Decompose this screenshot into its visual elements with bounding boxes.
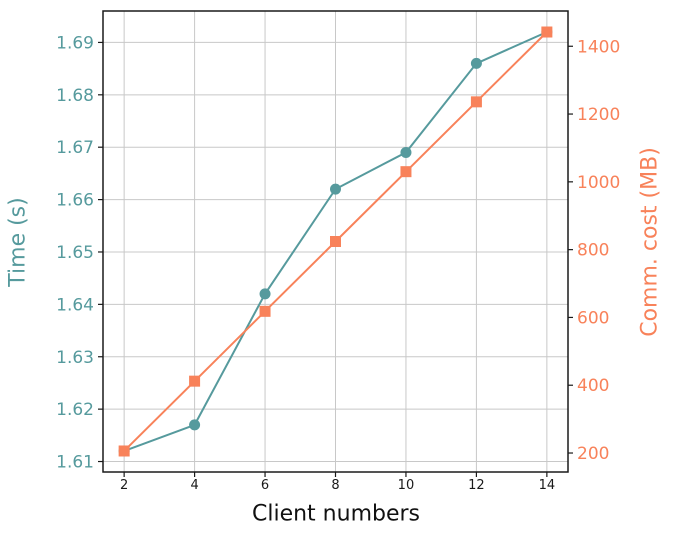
data-point-square [470, 96, 482, 108]
right-tick-label: 800 [577, 241, 609, 261]
right-tick-label: 1000 [577, 173, 620, 193]
x-tick-label: 12 [468, 478, 485, 493]
right-tick-label: 1400 [577, 37, 620, 57]
x-tick-label: 4 [190, 478, 198, 493]
data-point-circle [189, 419, 201, 431]
left-tick-label: 1.64 [56, 295, 94, 315]
left-tick-label: 1.65 [56, 243, 94, 263]
left-tick-label: 1.61 [56, 453, 94, 473]
left-tick-label: 1.62 [56, 400, 94, 420]
data-point-square [541, 26, 553, 38]
right-axis-title: Comm. cost (MB) [637, 147, 663, 337]
x-tick-label: 8 [331, 478, 339, 493]
left-tick-label: 1.66 [56, 191, 94, 211]
left-tick-label: 1.68 [56, 86, 94, 106]
x-tick-label: 6 [261, 478, 269, 493]
data-point-square [118, 445, 130, 457]
data-point-square [189, 375, 201, 387]
right-tick-label: 1200 [577, 105, 620, 125]
left-tick-label: 1.63 [56, 348, 94, 368]
left-tick-label: 1.69 [56, 33, 94, 53]
x-tick-label: 10 [398, 478, 415, 493]
right-tick-label: 600 [577, 308, 609, 328]
right-tick-label: 400 [577, 376, 609, 396]
data-point-square [400, 166, 412, 178]
left-tick-label: 1.67 [56, 138, 94, 158]
data-point-circle [400, 146, 412, 158]
x-axis-title: Client numbers [251, 501, 421, 527]
left-axis-title: Time (s) [5, 197, 31, 287]
data-point-circle [330, 183, 341, 195]
x-tick-label: 2 [120, 478, 128, 493]
data-point-square [259, 305, 271, 317]
right-tick-label: 200 [577, 444, 609, 464]
x-tick-label: 14 [539, 478, 556, 493]
data-point-circle [470, 57, 482, 69]
data-point-square [330, 236, 341, 247]
data-point-circle [259, 288, 271, 300]
